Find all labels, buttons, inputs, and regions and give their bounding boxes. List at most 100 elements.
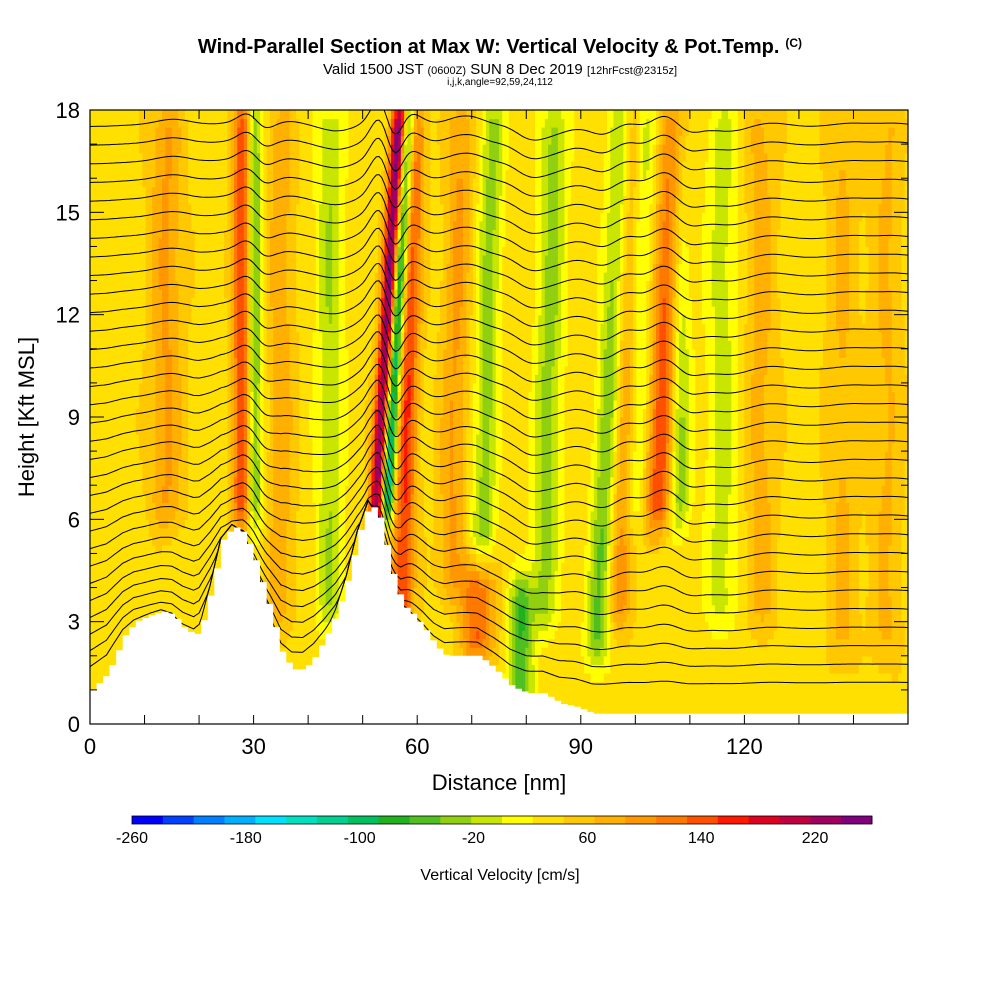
velocity-cell bbox=[122, 596, 127, 606]
velocity-cell bbox=[116, 237, 121, 248]
velocity-cell bbox=[178, 604, 183, 614]
velocity-cell bbox=[90, 357, 94, 367]
velocity-cell bbox=[175, 485, 179, 495]
velocity-cell bbox=[145, 323, 150, 333]
velocity-cell bbox=[125, 169, 130, 179]
velocity-cell bbox=[116, 331, 121, 341]
velocity-cell bbox=[93, 272, 98, 282]
velocity-cell bbox=[99, 348, 104, 358]
velocity-cell bbox=[103, 110, 107, 120]
velocity-cell bbox=[145, 613, 150, 623]
velocity-cell bbox=[145, 510, 150, 520]
velocity-cell bbox=[90, 561, 94, 572]
velocity-cell bbox=[168, 570, 173, 580]
velocity-cell bbox=[171, 434, 176, 444]
velocity-cell bbox=[125, 391, 130, 401]
velocity-cell bbox=[96, 212, 101, 222]
velocity-cell bbox=[142, 459, 147, 469]
velocity-cell bbox=[112, 348, 117, 358]
velocity-cell bbox=[122, 502, 127, 512]
velocity-cell bbox=[139, 382, 143, 393]
velocity-cell bbox=[112, 331, 117, 341]
velocity-cell bbox=[139, 186, 143, 196]
velocity-cell bbox=[158, 357, 163, 367]
velocity-cell bbox=[90, 502, 94, 512]
velocity-cell bbox=[106, 476, 111, 486]
velocity-cell bbox=[158, 434, 163, 444]
velocity-cell bbox=[145, 212, 150, 222]
velocity-cell bbox=[93, 417, 98, 427]
velocity-cell bbox=[148, 604, 153, 614]
velocity-cell bbox=[103, 280, 107, 290]
velocity-cell bbox=[119, 348, 124, 358]
velocity-cell bbox=[119, 263, 124, 273]
velocity-cell bbox=[145, 203, 150, 213]
velocity-cell bbox=[142, 417, 147, 427]
velocity-cell bbox=[165, 459, 170, 469]
velocity-cell bbox=[112, 127, 117, 137]
velocity-cell bbox=[125, 314, 130, 324]
velocity-cell bbox=[93, 621, 98, 631]
velocity-cell bbox=[112, 263, 117, 273]
velocity-cell bbox=[175, 536, 179, 546]
velocity-cell bbox=[135, 340, 140, 350]
velocity-cell bbox=[90, 451, 94, 461]
velocity-cell bbox=[132, 314, 137, 324]
velocity-cell bbox=[145, 442, 150, 452]
velocity-cell bbox=[109, 374, 114, 384]
velocity-cell bbox=[125, 220, 130, 230]
velocity-cell bbox=[139, 254, 143, 265]
velocity-cell bbox=[148, 195, 153, 205]
velocity-cell bbox=[152, 544, 157, 555]
velocity-cell bbox=[132, 195, 137, 205]
velocity-cell bbox=[152, 229, 157, 239]
velocity-cell bbox=[109, 152, 114, 162]
velocity-cell bbox=[119, 621, 124, 631]
velocity-cell bbox=[175, 502, 179, 512]
velocity-cell bbox=[93, 570, 98, 580]
velocity-cell bbox=[125, 161, 130, 171]
velocity-cell bbox=[158, 272, 163, 282]
velocity-cell bbox=[145, 485, 150, 495]
velocity-cell bbox=[148, 536, 153, 546]
velocity-cell bbox=[125, 365, 130, 375]
velocity-cell bbox=[132, 382, 137, 393]
velocity-cell bbox=[142, 391, 147, 401]
velocity-cell bbox=[90, 672, 94, 682]
velocity-cell bbox=[93, 425, 98, 435]
velocity-cell bbox=[116, 417, 121, 427]
velocity-cell bbox=[175, 579, 179, 589]
velocity-cell bbox=[106, 365, 111, 375]
velocity-cell bbox=[171, 399, 176, 410]
velocity-cell bbox=[109, 544, 114, 555]
velocity-cell bbox=[168, 382, 173, 393]
velocity-cell bbox=[178, 561, 183, 572]
velocity-cell bbox=[155, 399, 160, 410]
velocity-cell bbox=[165, 374, 170, 384]
velocity-cell bbox=[132, 399, 137, 410]
velocity-cell bbox=[168, 604, 173, 614]
velocity-cell bbox=[132, 152, 137, 162]
velocity-cell bbox=[106, 408, 111, 418]
velocity-cell bbox=[103, 519, 107, 529]
velocity-cell bbox=[103, 664, 107, 674]
velocity-cell bbox=[175, 408, 179, 418]
velocity-cell bbox=[148, 212, 153, 222]
velocity-cell bbox=[96, 263, 101, 273]
velocity-cell bbox=[139, 297, 143, 307]
velocity-cell bbox=[171, 425, 176, 435]
velocity-cell bbox=[148, 110, 153, 120]
velocity-cell bbox=[129, 544, 134, 555]
velocity-cell bbox=[129, 596, 134, 606]
valid-forecast: [12hrFcst@2315z] bbox=[586, 65, 677, 77]
velocity-cell bbox=[152, 408, 157, 418]
velocity-cell bbox=[93, 382, 98, 393]
velocity-cell bbox=[119, 561, 124, 572]
velocity-cell bbox=[165, 348, 170, 358]
velocity-cell bbox=[161, 604, 166, 614]
velocity-cell bbox=[171, 596, 176, 606]
velocity-cell bbox=[132, 527, 137, 537]
velocity-cell bbox=[175, 468, 179, 478]
velocity-cell bbox=[125, 263, 130, 273]
velocity-cell bbox=[165, 289, 170, 299]
